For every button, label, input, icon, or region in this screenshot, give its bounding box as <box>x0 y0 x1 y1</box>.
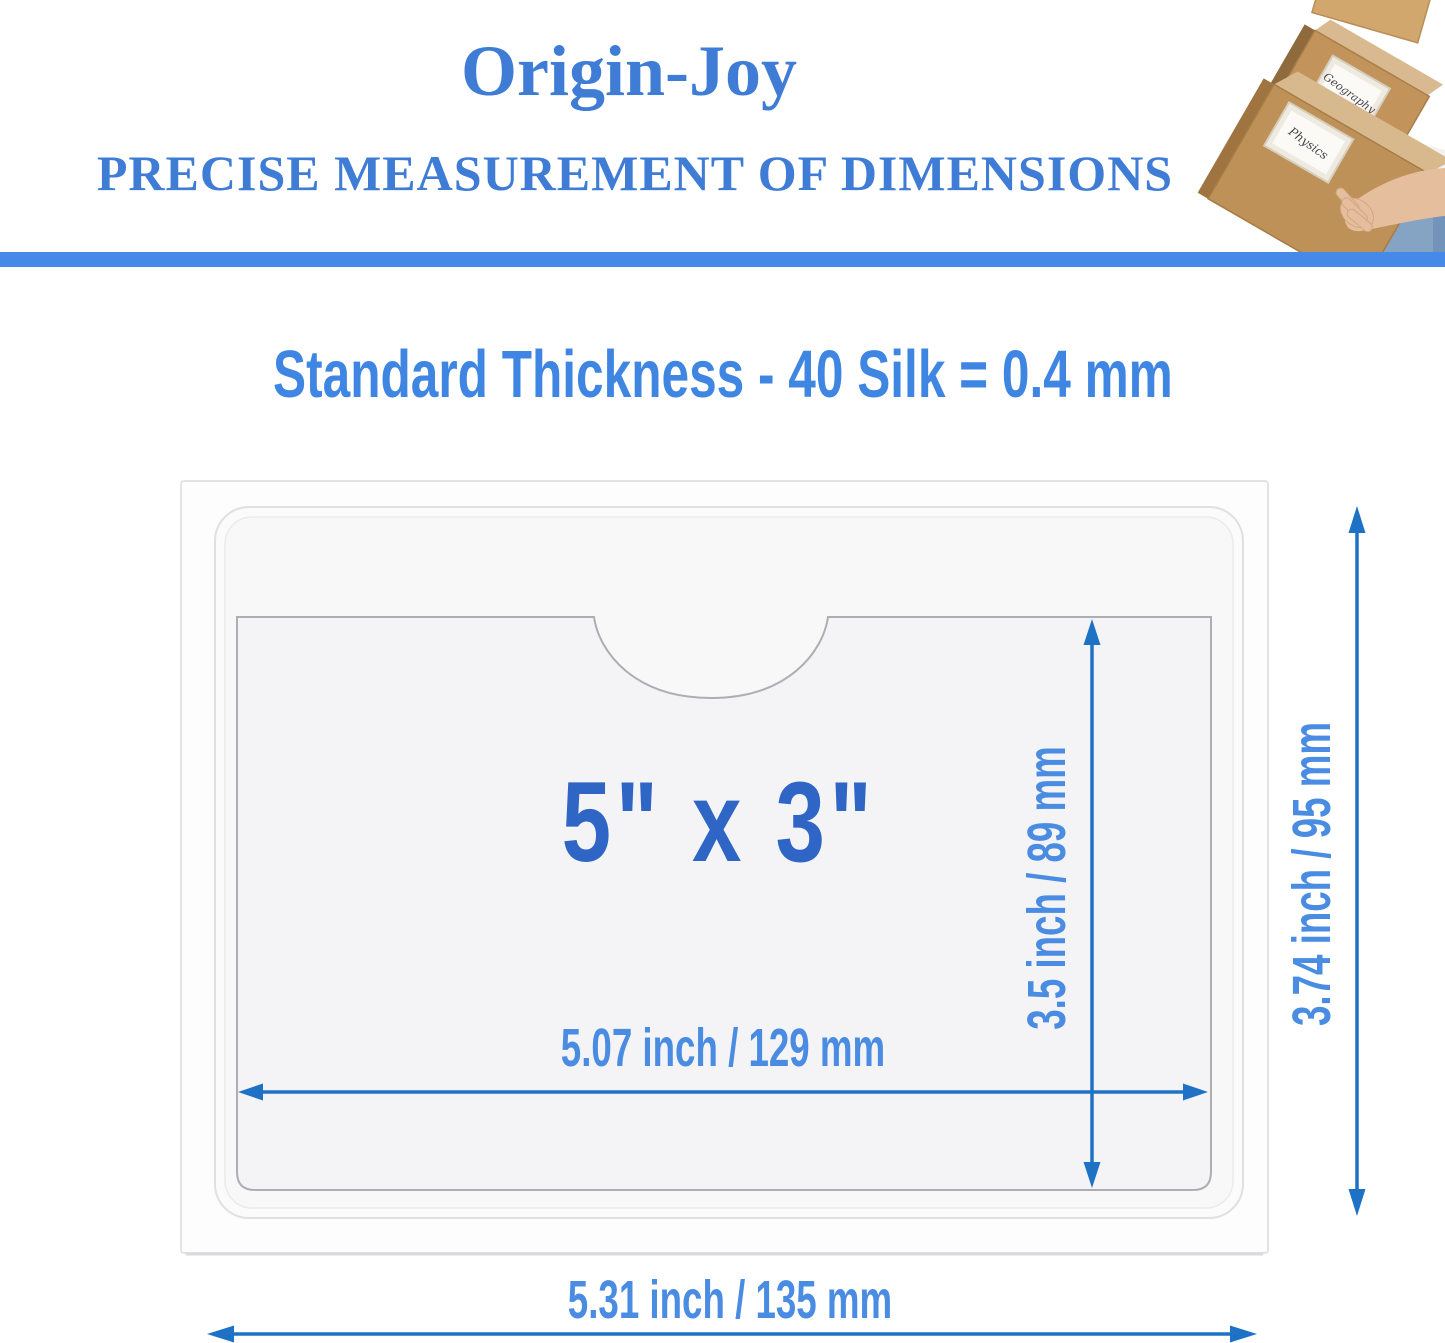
thickness-heading: Standard Thickness - 40 Silk = 0.4 mm <box>0 336 1445 413</box>
outer-height-arrow <box>1348 506 1366 1216</box>
tagline-text: PRECISE MEASUREMENT OF DIMENSIONS <box>96 145 1174 201</box>
person-hand <box>1335 187 1375 233</box>
outer-width-arrow <box>207 1325 1257 1343</box>
pocket-front-panel <box>236 616 1212 1191</box>
outer-height-label: 3.74 inch / 95 mm <box>1281 722 1342 1026</box>
cardboard-box-top <box>1310 0 1435 44</box>
outer-width-label: 5.31 inch / 135 mm <box>568 1269 892 1330</box>
pocket-dimension-diagram: 5" x 3" 5.07 inch / 129 mm 3.5 inch / 89… <box>180 480 1366 1343</box>
pocket-size-label: 5" x 3" <box>562 757 877 885</box>
brand-title: Origin-Joy <box>461 31 797 111</box>
cardboard-box-physics: Physics <box>1197 71 1445 252</box>
inner-width-arrow <box>238 1083 1208 1101</box>
inner-height-label: 3.5 inch / 89 mm <box>1016 746 1077 1030</box>
inner-width-label: 5.07 inch / 129 mm <box>561 1017 885 1078</box>
boxes-photo: Geography Physics <box>1197 0 1445 252</box>
divider-bar <box>0 252 1445 267</box>
thickness-heading-text: Standard Thickness - 40 Silk = 0.4 mm <box>272 337 1173 412</box>
inner-height-arrow <box>1083 619 1101 1188</box>
